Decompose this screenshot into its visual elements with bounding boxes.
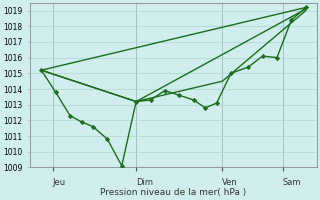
- Text: Jeu: Jeu: [53, 178, 66, 187]
- X-axis label: Pression niveau de la mer( hPa ): Pression niveau de la mer( hPa ): [100, 188, 247, 197]
- Text: Dim: Dim: [136, 178, 153, 187]
- Text: Ven: Ven: [222, 178, 238, 187]
- Text: Sam: Sam: [283, 178, 301, 187]
